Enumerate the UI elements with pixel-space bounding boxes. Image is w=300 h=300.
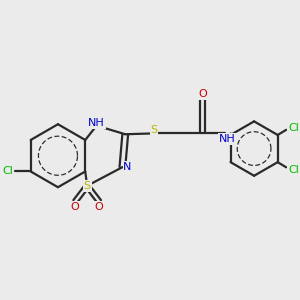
Text: Cl: Cl bbox=[2, 167, 13, 176]
Text: Cl: Cl bbox=[288, 165, 299, 175]
Text: N: N bbox=[123, 162, 132, 172]
Text: O: O bbox=[71, 202, 80, 212]
Text: O: O bbox=[95, 202, 103, 212]
Text: NH: NH bbox=[218, 134, 235, 144]
Text: Cl: Cl bbox=[288, 122, 299, 133]
Text: O: O bbox=[198, 89, 207, 99]
Text: NH: NH bbox=[88, 118, 105, 128]
Text: S: S bbox=[84, 181, 91, 191]
Text: S: S bbox=[150, 125, 158, 135]
